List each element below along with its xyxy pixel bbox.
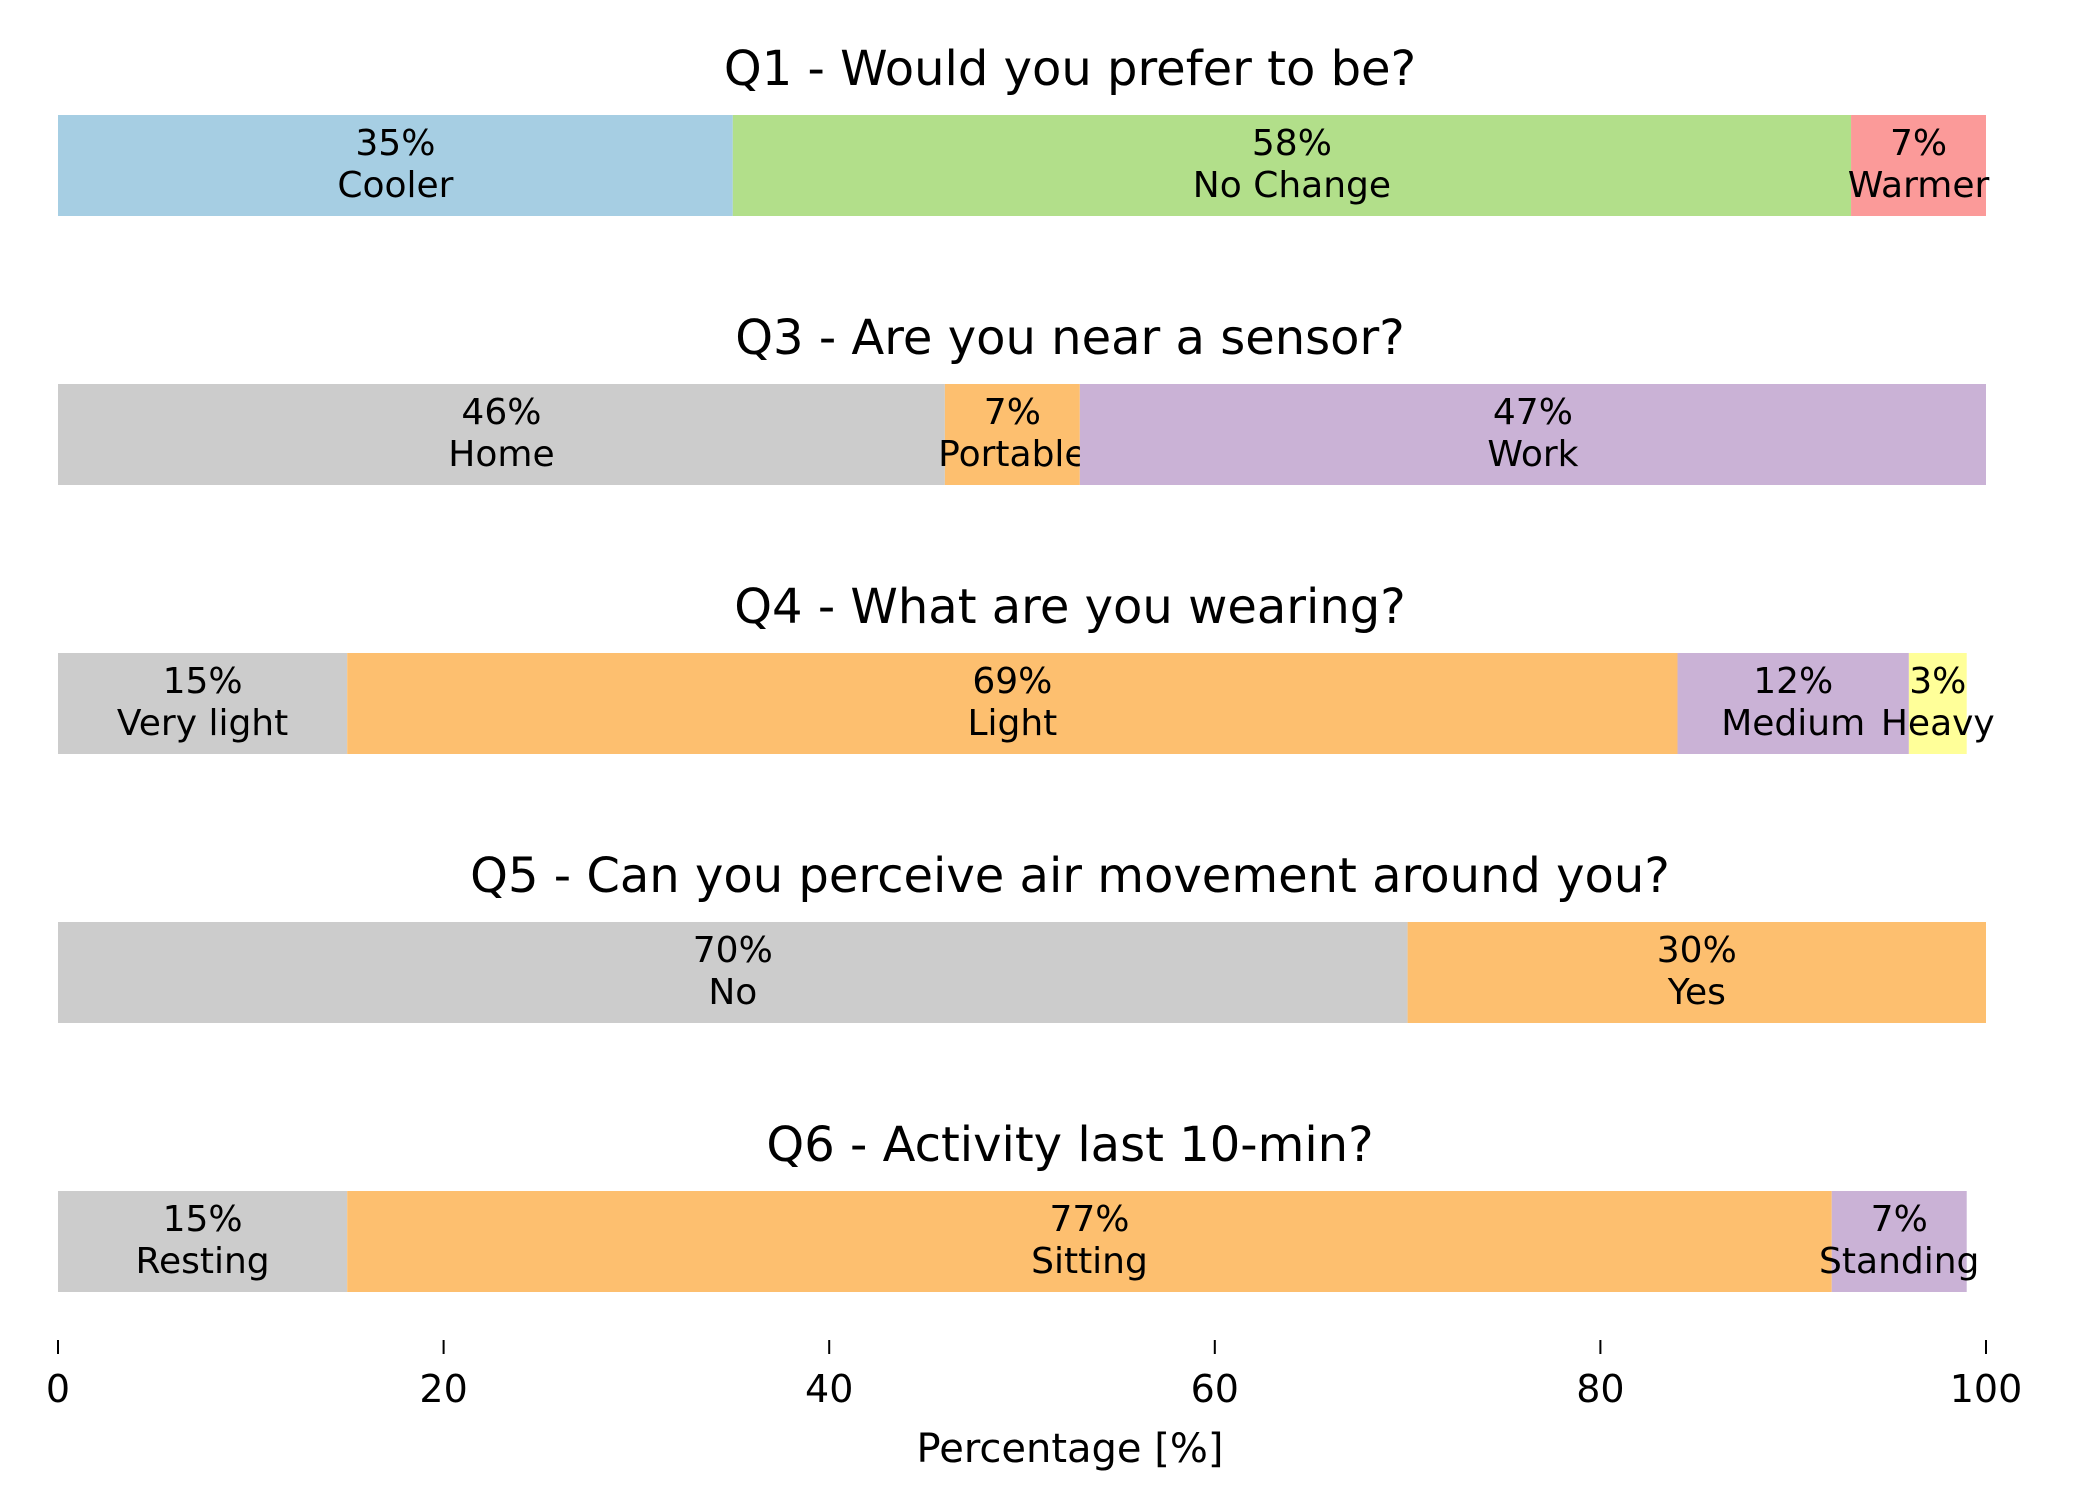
- segment-category-label: Portable: [938, 434, 1086, 475]
- segment-value-label: 35%: [355, 123, 435, 164]
- panel-4: Q6 - Activity last 10-min?15%Resting77%S…: [58, 1117, 1979, 1292]
- segment-value-label: 15%: [163, 1199, 243, 1240]
- bar-segment: [1079, 384, 1986, 485]
- segment-category-label: Medium: [1721, 703, 1865, 744]
- panel-title: Q6 - Activity last 10-min?: [766, 1117, 1373, 1173]
- segment-value-label: 30%: [1657, 930, 1737, 971]
- bar-segment: [1407, 922, 1986, 1023]
- segment-category-label: Work: [1487, 434, 1578, 475]
- segment-value-label: 46%: [461, 392, 541, 433]
- segment-value-label: 7%: [1871, 1199, 1928, 1240]
- x-tick-label: 60: [1191, 1367, 1239, 1411]
- segment-value-label: 15%: [163, 661, 243, 702]
- segment-category-label: Heavy: [1881, 703, 1995, 744]
- x-axis-ticks: 0 20 40 60 80 100: [46, 1340, 2022, 1411]
- bar-segment: [1851, 115, 1986, 216]
- segment-value-label: 12%: [1753, 661, 1833, 702]
- x-tick-label: 100: [1950, 1367, 2023, 1411]
- segment-category-label: Resting: [136, 1241, 270, 1282]
- bar-segment: [58, 922, 1408, 1023]
- bar-segment: [1908, 653, 1967, 754]
- segment-category-label: No: [708, 972, 757, 1013]
- panel-title: Q3 - Are you near a sensor?: [735, 310, 1405, 366]
- segment-category-label: Yes: [1667, 972, 1726, 1013]
- x-tick-label: 40: [805, 1367, 853, 1411]
- segment-value-label: 3%: [1909, 661, 1966, 702]
- segment-category-label: Cooler: [337, 165, 453, 206]
- bar-segment: [58, 653, 348, 754]
- panel-title: Q1 - Would you prefer to be?: [724, 41, 1416, 97]
- segment-category-label: Very light: [117, 703, 288, 744]
- segment-value-label: 69%: [972, 661, 1052, 702]
- segment-value-label: 47%: [1493, 392, 1573, 433]
- segment-category-label: Home: [448, 434, 554, 475]
- panel-2: Q4 - What are you wearing? 15%Very light 6…: [58, 579, 1995, 754]
- bar-segment: [58, 1191, 348, 1292]
- segment-category-label: Light: [967, 703, 1057, 744]
- segment-category-label: Sitting: [1031, 1241, 1148, 1282]
- bar-segment: [944, 384, 1080, 485]
- chart-panels: Q1 - Would you prefer to be? 35%Cooler 58%…: [58, 41, 1995, 1292]
- bar-segment: [58, 115, 733, 216]
- bar-segment: [58, 384, 945, 485]
- segment-value-label: 70%: [693, 930, 773, 971]
- bar-segment: [732, 115, 1852, 216]
- segment-category-label: Warmer: [1848, 165, 1990, 206]
- x-tick-label: 0: [46, 1367, 70, 1411]
- segment-category-label: Standing: [1819, 1241, 1979, 1282]
- panel-title: Q4 - What are you wearing?: [734, 579, 1406, 635]
- segment-value-label: 7%: [1890, 123, 1947, 164]
- panel-3: Q5 - Can you perceive air movement aroun…: [58, 848, 1986, 1023]
- segment-category-label: No Change: [1193, 165, 1391, 206]
- x-tick-label: 20: [419, 1367, 467, 1411]
- segment-value-label: 7%: [984, 392, 1041, 433]
- panel-title: Q5 - Can you perceive air movement aroun…: [470, 848, 1670, 904]
- panel-0: Q1 - Would you prefer to be? 35%Cooler 58%…: [58, 41, 1989, 216]
- bar-segment: [347, 1191, 1832, 1292]
- bar-segment: [347, 653, 1678, 754]
- panel-1: Q3 - Are you near a sensor? 46%Home 7%Port…: [58, 310, 1986, 485]
- segment-value-label: 58%: [1252, 123, 1332, 164]
- bar-segment: [1831, 1191, 1967, 1292]
- segment-value-label: 77%: [1049, 1199, 1129, 1240]
- x-tick-label: 80: [1576, 1367, 1624, 1411]
- x-axis-label: Percentage [%]: [917, 1426, 1224, 1472]
- x-axis: 0 20 40 60 80 100 Percentage [%]: [46, 1340, 2022, 1472]
- bar-segment: [1677, 653, 1909, 754]
